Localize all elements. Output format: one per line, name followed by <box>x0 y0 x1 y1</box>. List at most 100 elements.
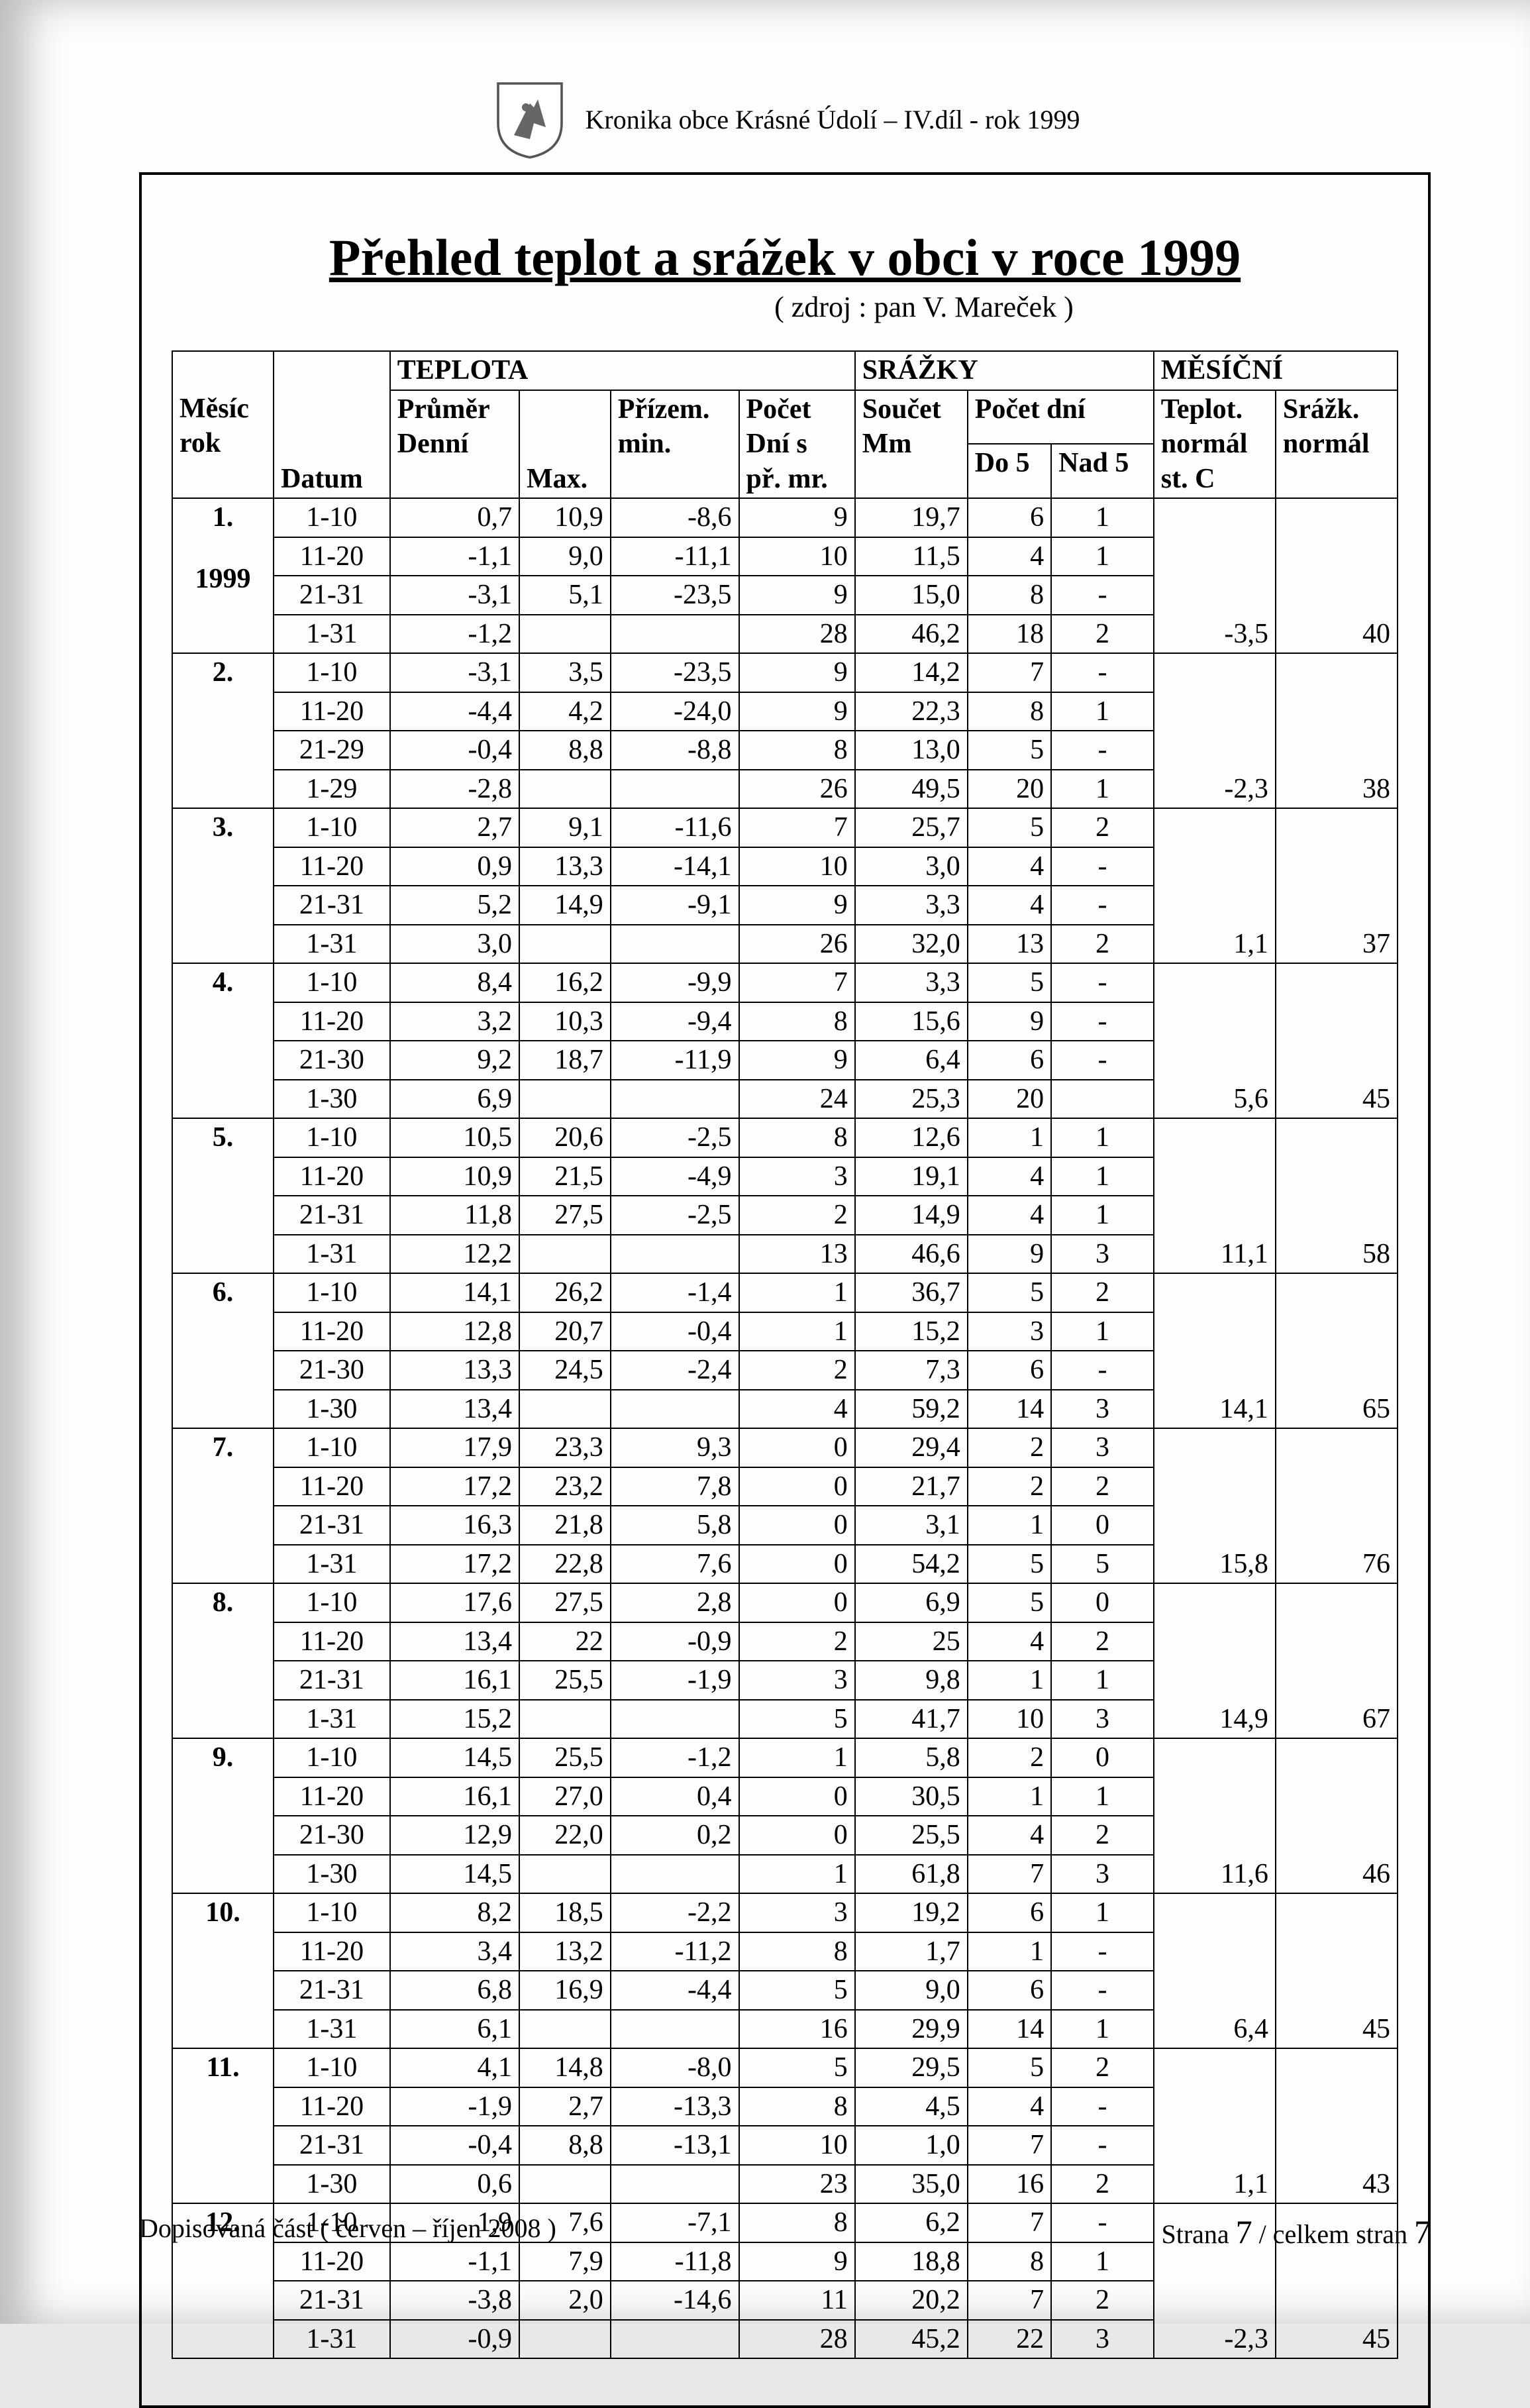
data-cell: 4 <box>968 1622 1051 1661</box>
data-cell <box>1051 1080 1154 1119</box>
data-cell: 23,3 <box>519 1428 611 1467</box>
header-text: Kronika obce Krásné Údolí – IV.díl - rok… <box>586 104 1080 135</box>
data-cell: 7,6 <box>611 1545 739 1584</box>
data-cell: 8 <box>739 1118 855 1157</box>
data-cell: 4 <box>739 1390 855 1429</box>
data-cell: 4,5 <box>855 2087 968 2126</box>
data-cell: 1-10 <box>274 1583 390 1622</box>
data-cell: 1 <box>1051 1661 1154 1700</box>
data-cell: 5,6 <box>1154 963 1276 1118</box>
data-cell: 3,2 <box>390 1002 519 1041</box>
data-cell: 4 <box>968 1157 1051 1196</box>
data-cell: 1-30 <box>274 1855 390 1894</box>
data-cell: 24,5 <box>519 1351 611 1390</box>
data-cell <box>611 1235 739 1274</box>
data-cell: -1,9 <box>390 2087 519 2126</box>
data-cell: 0 <box>739 1428 855 1467</box>
data-cell <box>519 1235 611 1274</box>
data-cell: 25,5 <box>519 1738 611 1777</box>
data-cell: 16,9 <box>519 1971 611 2010</box>
data-cell: 0 <box>739 1816 855 1855</box>
data-cell: 0,6 <box>390 2165 519 2204</box>
data-cell: 14,2 <box>855 653 968 692</box>
data-cell: 13,0 <box>855 731 968 770</box>
data-cell: 41,7 <box>855 1700 968 1739</box>
page: Kronika obce Krásné Údolí – IV.díl - rok… <box>0 0 1530 2324</box>
data-cell: -2,5 <box>611 1118 739 1157</box>
data-cell: 8 <box>739 2087 855 2126</box>
data-cell: -4,4 <box>611 1971 739 2010</box>
data-cell: 37 <box>1276 808 1398 963</box>
data-cell: 5,8 <box>855 1738 968 1777</box>
data-cell: 27,0 <box>519 1777 611 1816</box>
data-cell: 2,0 <box>519 2281 611 2320</box>
data-cell: -23,5 <box>611 576 739 615</box>
data-cell: 9,2 <box>390 1041 519 1080</box>
table-row: 6.1-1014,126,2-1,4136,75214,165 <box>172 1273 1398 1312</box>
data-cell: 2 <box>1051 2281 1154 2320</box>
data-cell: 6 <box>968 498 1051 537</box>
data-cell: 1 <box>968 1506 1051 1545</box>
data-cell: 22,8 <box>519 1545 611 1584</box>
data-cell: 2 <box>1051 2165 1154 2204</box>
data-cell: 13,2 <box>519 1932 611 1971</box>
data-cell: 22 <box>968 2320 1051 2359</box>
data-cell: 6 <box>968 1971 1051 2010</box>
data-cell: 1-10 <box>274 963 390 1002</box>
data-cell: 14,9 <box>855 1196 968 1235</box>
month-cell: 1.1999 <box>172 498 274 653</box>
data-cell: 1 <box>968 1777 1051 1816</box>
data-cell: 21-31 <box>274 2126 390 2165</box>
data-cell: 21-31 <box>274 1506 390 1545</box>
data-cell: 20,6 <box>519 1118 611 1157</box>
data-cell: 46,6 <box>855 1235 968 1274</box>
data-cell: 15,2 <box>855 1312 968 1351</box>
data-cell: 19,2 <box>855 1893 968 1932</box>
data-cell: 3 <box>1051 1428 1154 1467</box>
data-cell: 2 <box>1051 1816 1154 1855</box>
table-row: 2.1-10-3,13,5-23,5914,27--2,338 <box>172 653 1398 692</box>
data-cell: 1-31 <box>274 1235 390 1274</box>
data-cell: 6 <box>968 1351 1051 1390</box>
data-cell: 4 <box>968 2087 1051 2126</box>
data-cell: 14,5 <box>390 1738 519 1777</box>
data-cell: 8,8 <box>519 731 611 770</box>
data-cell: -8,6 <box>611 498 739 537</box>
data-cell: 2 <box>739 1196 855 1235</box>
data-cell: 1 <box>968 1661 1051 1700</box>
table-row: 11.1-104,114,8-8,0529,5521,143 <box>172 2048 1398 2087</box>
data-cell: 0 <box>1051 1738 1154 1777</box>
data-cell: 3,5 <box>519 653 611 692</box>
data-cell: 45 <box>1276 963 1398 1118</box>
data-cell <box>611 2165 739 2204</box>
data-cell: 6,1 <box>390 2010 519 2049</box>
data-cell: 26 <box>739 770 855 809</box>
data-cell: -3,1 <box>390 576 519 615</box>
data-cell: 12,9 <box>390 1816 519 1855</box>
data-cell <box>519 2010 611 2049</box>
source-text: ( zdroj : pan V. Mareček ) <box>450 290 1398 324</box>
data-cell: - <box>1051 847 1154 886</box>
table-row: 8.1-1017,627,52,806,95014,967 <box>172 1583 1398 1622</box>
data-cell: 3 <box>739 1661 855 1700</box>
data-cell: 9 <box>739 1041 855 1080</box>
data-cell: 4 <box>968 537 1051 576</box>
data-cell: 1-10 <box>274 498 390 537</box>
data-cell: 67 <box>1276 1583 1398 1738</box>
data-cell: 16 <box>968 2165 1051 2204</box>
data-cell: 18,5 <box>519 1893 611 1932</box>
data-cell <box>611 615 739 654</box>
data-cell: 3 <box>1051 1855 1154 1894</box>
data-cell: 5 <box>968 963 1051 1002</box>
data-cell: 0 <box>1051 1506 1154 1545</box>
data-cell: 0 <box>739 1506 855 1545</box>
data-cell: 8 <box>968 576 1051 615</box>
data-cell: 0,7 <box>390 498 519 537</box>
data-cell: -9,4 <box>611 1002 739 1041</box>
data-cell: 10,9 <box>390 1157 519 1196</box>
month-cell: 6. <box>172 1273 274 1428</box>
data-cell: 21,5 <box>519 1157 611 1196</box>
data-cell: 49,5 <box>855 770 968 809</box>
data-cell: -11,2 <box>611 1932 739 1971</box>
data-cell: 1-31 <box>274 925 390 964</box>
